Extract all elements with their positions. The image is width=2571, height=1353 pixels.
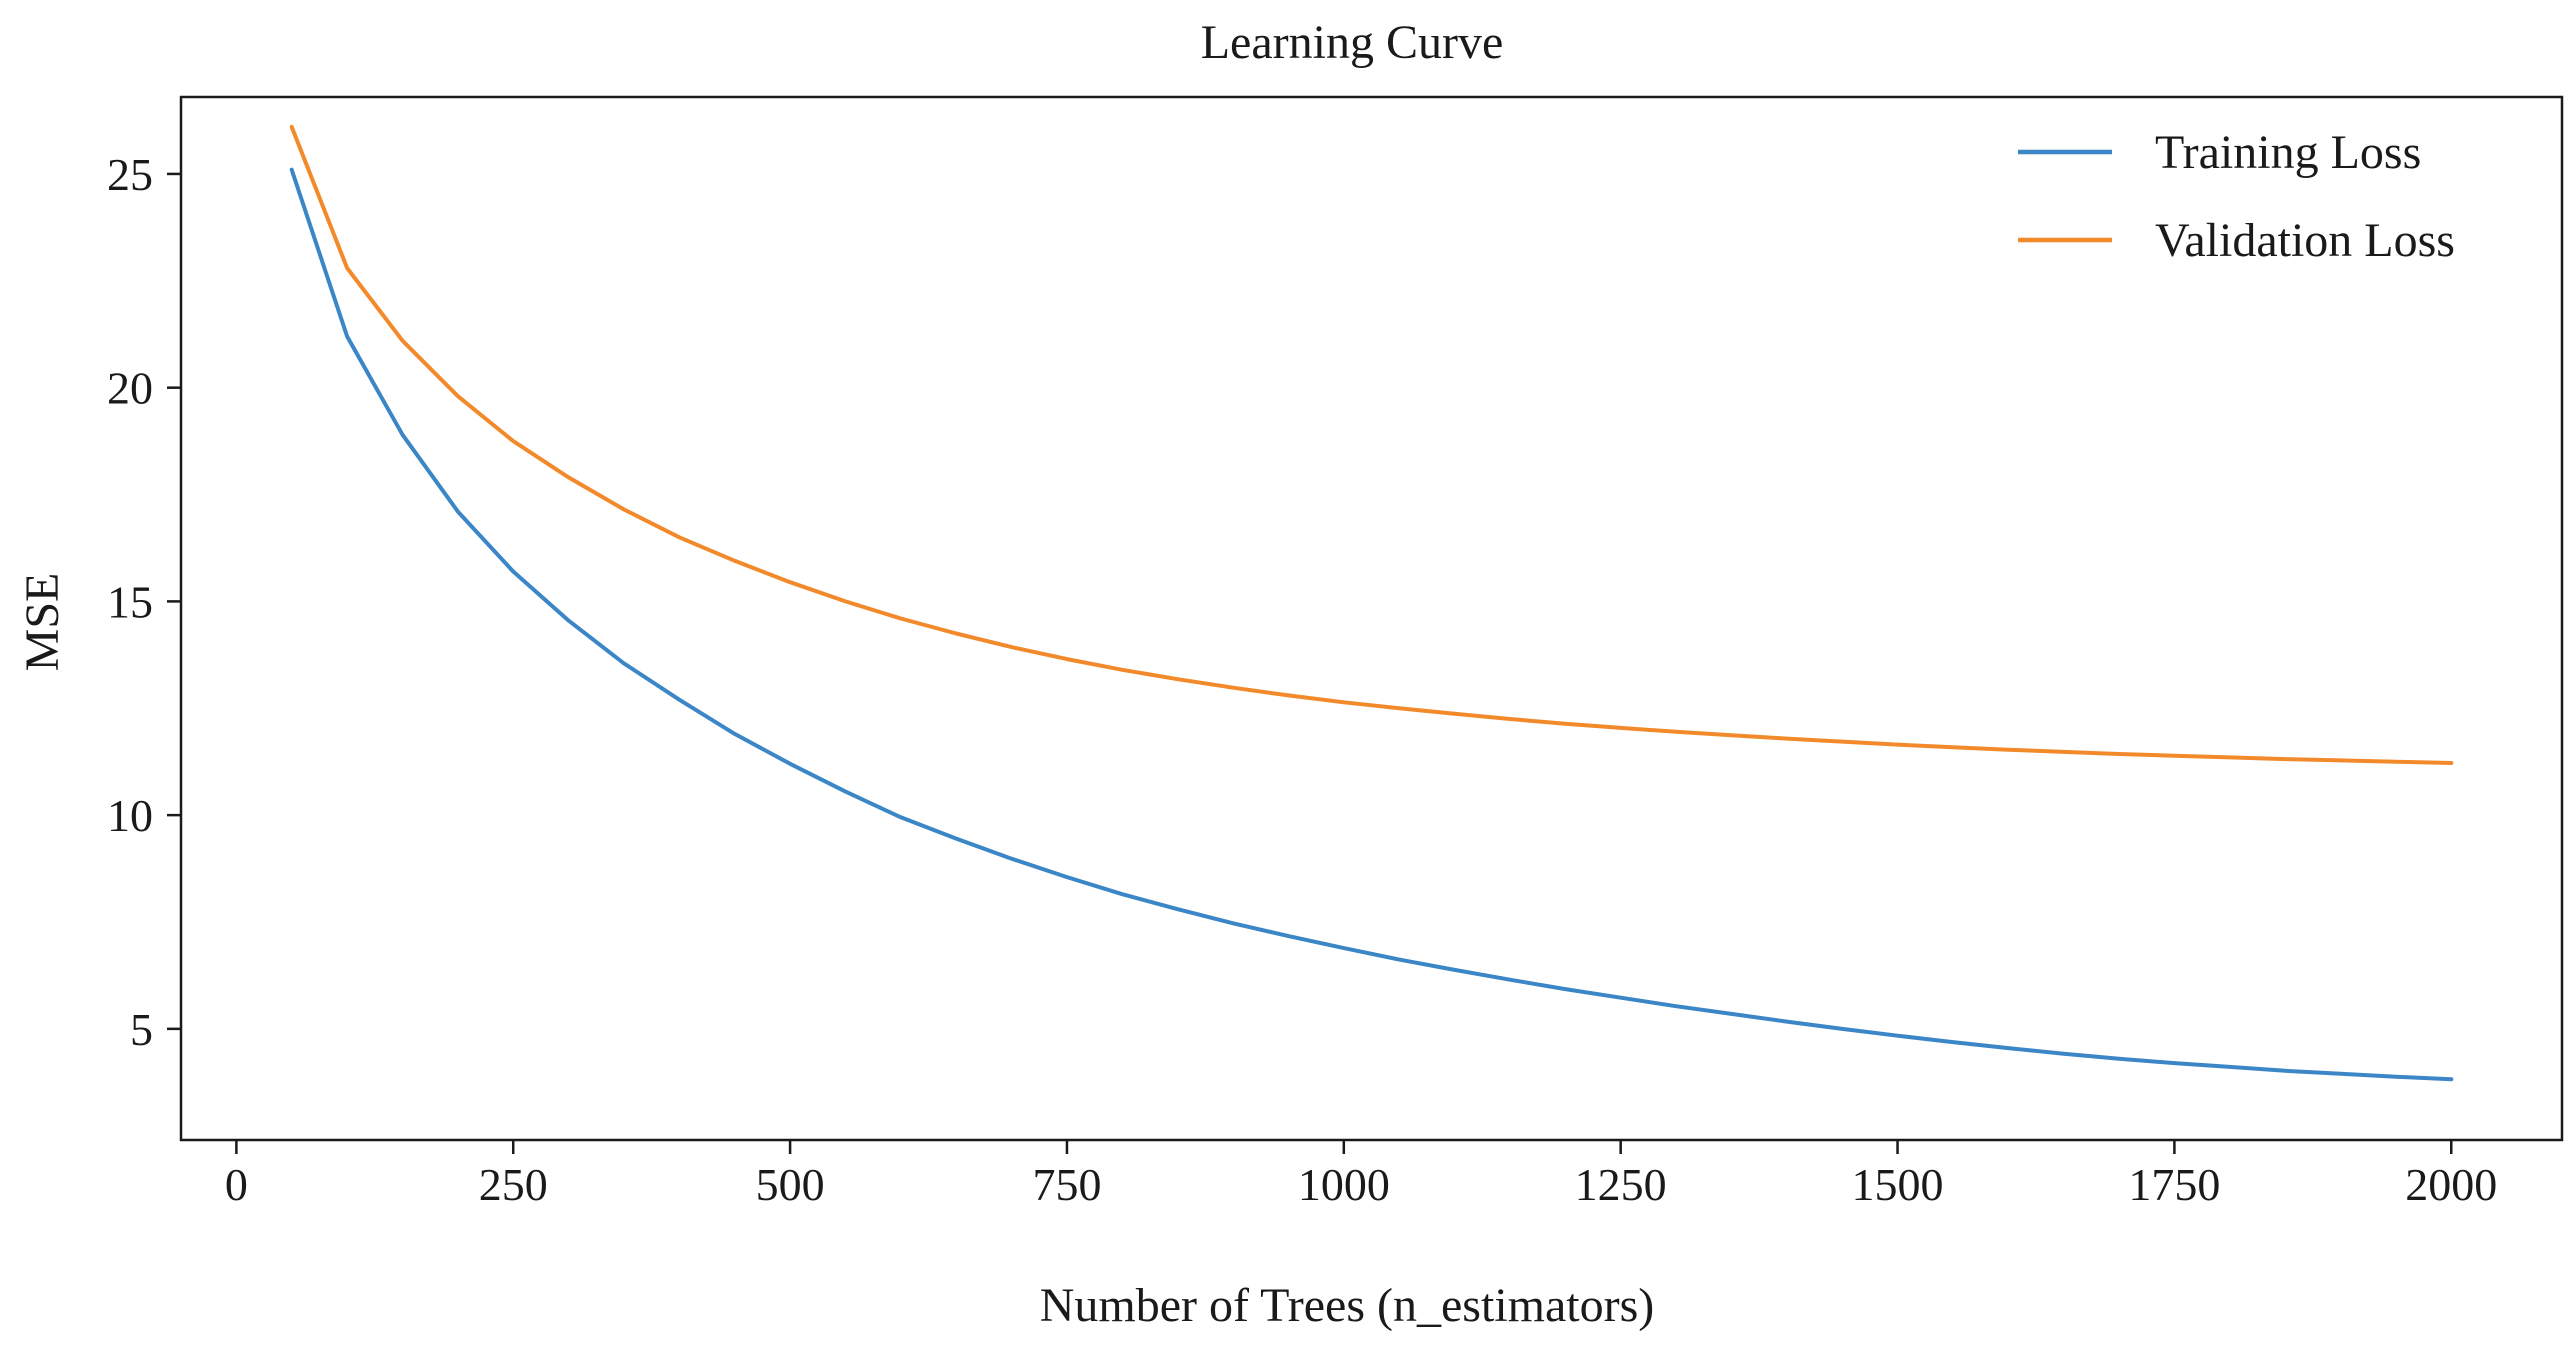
x-tick-label: 1750 [2128, 1159, 2220, 1210]
x-tick-label: 1500 [1852, 1159, 1944, 1210]
y-tick-label: 20 [107, 363, 153, 414]
y-axis-label: MSE [16, 573, 69, 672]
series-layer [289, 124, 2454, 1082]
y-tick-label: 10 [107, 790, 153, 841]
x-axis-label: Number of Trees (n_estimators) [1040, 1279, 1655, 1332]
y-tick-label: 5 [130, 1004, 153, 1055]
chart-title: Learning Curve [1201, 16, 1504, 69]
training-loss-legend-label: Training Loss [2155, 126, 2421, 179]
y-tick-label: 25 [107, 149, 153, 200]
x-tick-label: 500 [756, 1159, 825, 1210]
y-tick-label: 15 [107, 576, 153, 627]
x-tick-label: 0 [225, 1159, 248, 1210]
validation-loss-line [289, 124, 2454, 765]
training-loss-line [289, 167, 2454, 1082]
y-axis-ticks: 5 10 15 20 25 [107, 149, 181, 1055]
validation-loss-legend-label: Validation Loss [2155, 214, 2455, 267]
legend: Training Loss Validation Loss [2018, 126, 2455, 267]
x-tick-label: 750 [1032, 1159, 1101, 1210]
x-tick-label: 2000 [2405, 1159, 2497, 1210]
plot-area-frame [179, 95, 2564, 1142]
x-tick-label: 1000 [1298, 1159, 1390, 1210]
x-axis-ticks: 0 250 500 750 1000 1250 1500 1750 2000 [225, 1140, 2497, 1210]
x-tick-label: 1250 [1575, 1159, 1667, 1210]
x-tick-label: 250 [479, 1159, 548, 1210]
